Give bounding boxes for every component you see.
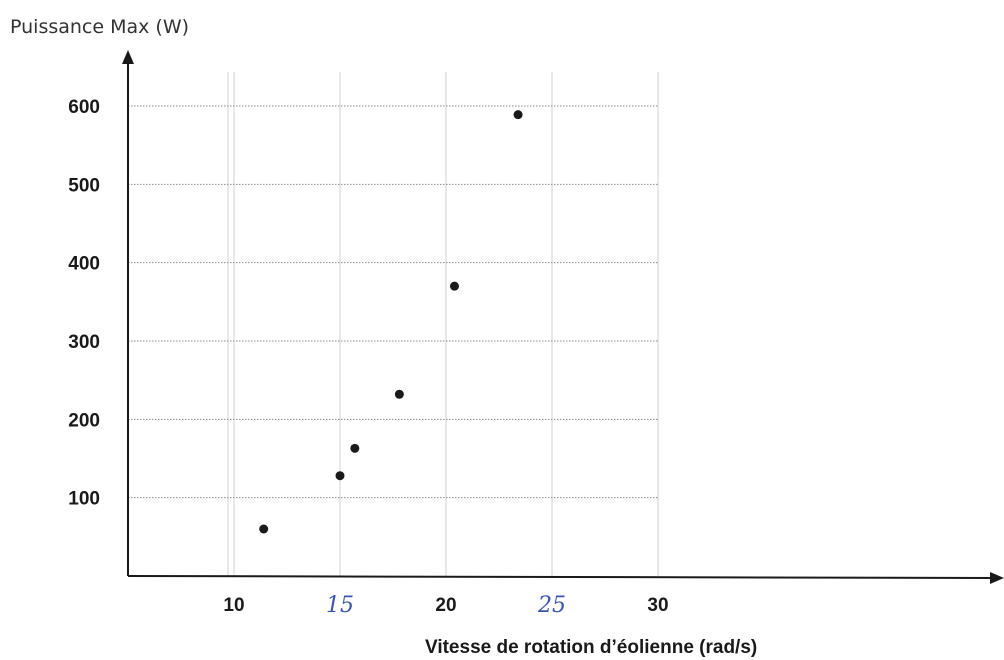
data-point — [449, 281, 459, 291]
y-tick-labels: 100 200 300 400 500 600 — [68, 97, 100, 510]
y-tick-label: 600 — [68, 97, 100, 118]
x-axis-label: Vitesse de rotation d’éolienne (rad/s) — [425, 637, 757, 658]
y-axis-label: Puissance Max (W) — [10, 16, 189, 38]
y-axis-arrow — [122, 50, 134, 64]
x-tick-label: 20 — [435, 595, 456, 616]
y-tick-label: 200 — [68, 410, 100, 431]
y-tick-label: 100 — [68, 489, 100, 510]
data-point — [335, 471, 345, 481]
handwritten-annotations: 15 25 — [326, 593, 566, 618]
y-tick-label: 300 — [68, 332, 100, 353]
x-tick-labels: 10 20 30 — [223, 595, 668, 616]
data-point — [513, 110, 523, 120]
y-tick-label: 400 — [68, 254, 100, 275]
x-tick-label: 10 — [223, 595, 244, 616]
y-tick-label: 500 — [68, 175, 100, 196]
handwritten-tick-label: 15 — [326, 593, 354, 618]
data-points — [259, 110, 523, 534]
handwritten-tick-label: 25 — [537, 593, 566, 618]
axes — [122, 50, 1004, 584]
data-point — [394, 389, 404, 399]
data-point — [350, 443, 360, 453]
grid — [128, 72, 659, 576]
x-axis-arrow — [990, 572, 1004, 584]
x-axis — [127, 575, 995, 579]
x-tick-label: 30 — [647, 595, 668, 616]
data-point — [259, 524, 269, 534]
